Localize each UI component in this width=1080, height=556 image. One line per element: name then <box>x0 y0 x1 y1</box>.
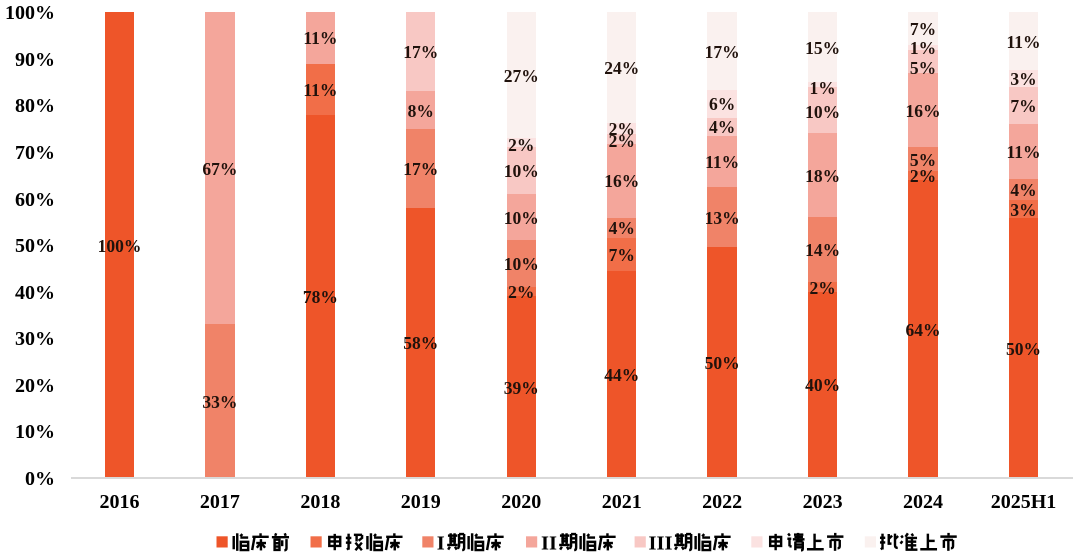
svg-text:III: III <box>649 533 673 555</box>
svg-text:I: I <box>437 533 445 555</box>
svg-text:II: II <box>541 533 557 555</box>
